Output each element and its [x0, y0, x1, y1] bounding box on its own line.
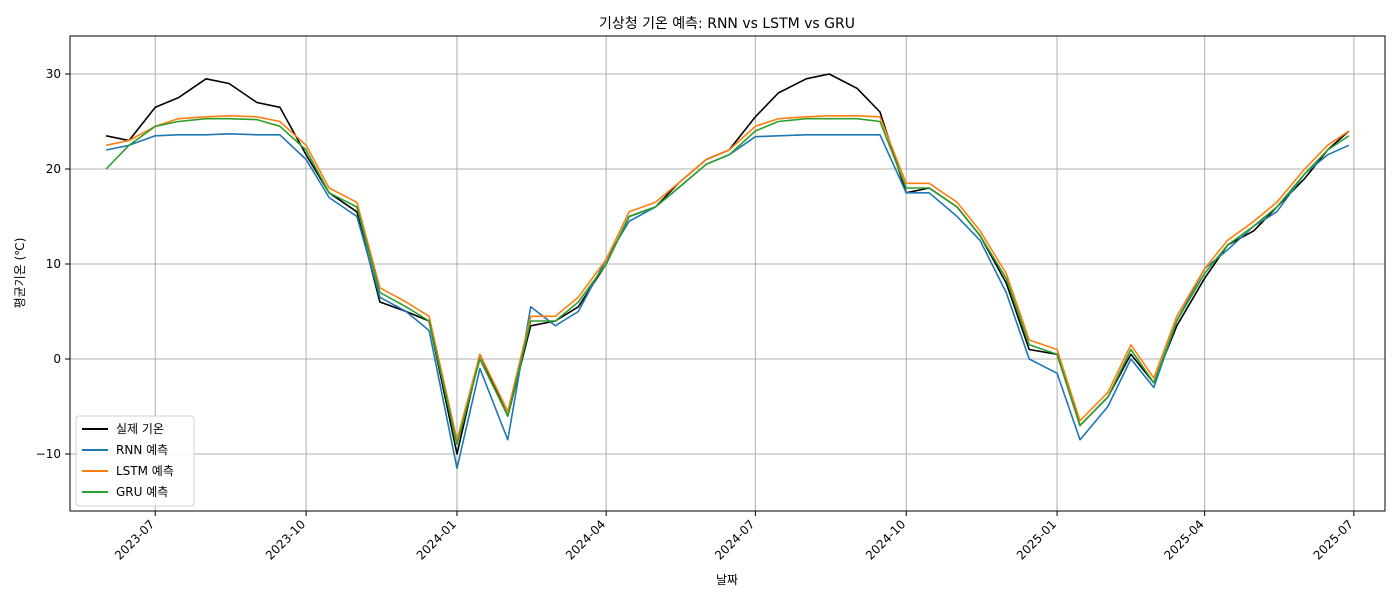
y-tick-label: 20 [46, 162, 61, 176]
series-layer [105, 73, 1350, 470]
legend-label: GRU 예측 [116, 485, 168, 499]
chart-title: 기상청 기온 예측: RNN vs LSTM vs GRU [599, 16, 855, 32]
y-tick-label: −10 [36, 447, 61, 461]
y-tick-label: 0 [53, 352, 61, 366]
y-tick-label: 10 [46, 257, 61, 271]
y-axis-label: 평균기온 (℃) [13, 238, 27, 309]
legend: 실제 기온 RNN 예측 LSTM 예측 GRU 예측 [75, 415, 195, 507]
legend-label: 실제 기온 [116, 422, 164, 436]
plot-frame [69, 35, 1386, 512]
series-line-2 [105, 115, 1350, 441]
y-tick-label: 30 [46, 67, 61, 81]
legend-label: RNN 예측 [116, 443, 168, 457]
grid [70, 36, 1385, 511]
series-line-3 [105, 117, 1350, 446]
x-axis-label: 날짜 [716, 573, 738, 587]
legend-box [75, 415, 195, 507]
legend-label: LSTM 예측 [116, 464, 174, 478]
